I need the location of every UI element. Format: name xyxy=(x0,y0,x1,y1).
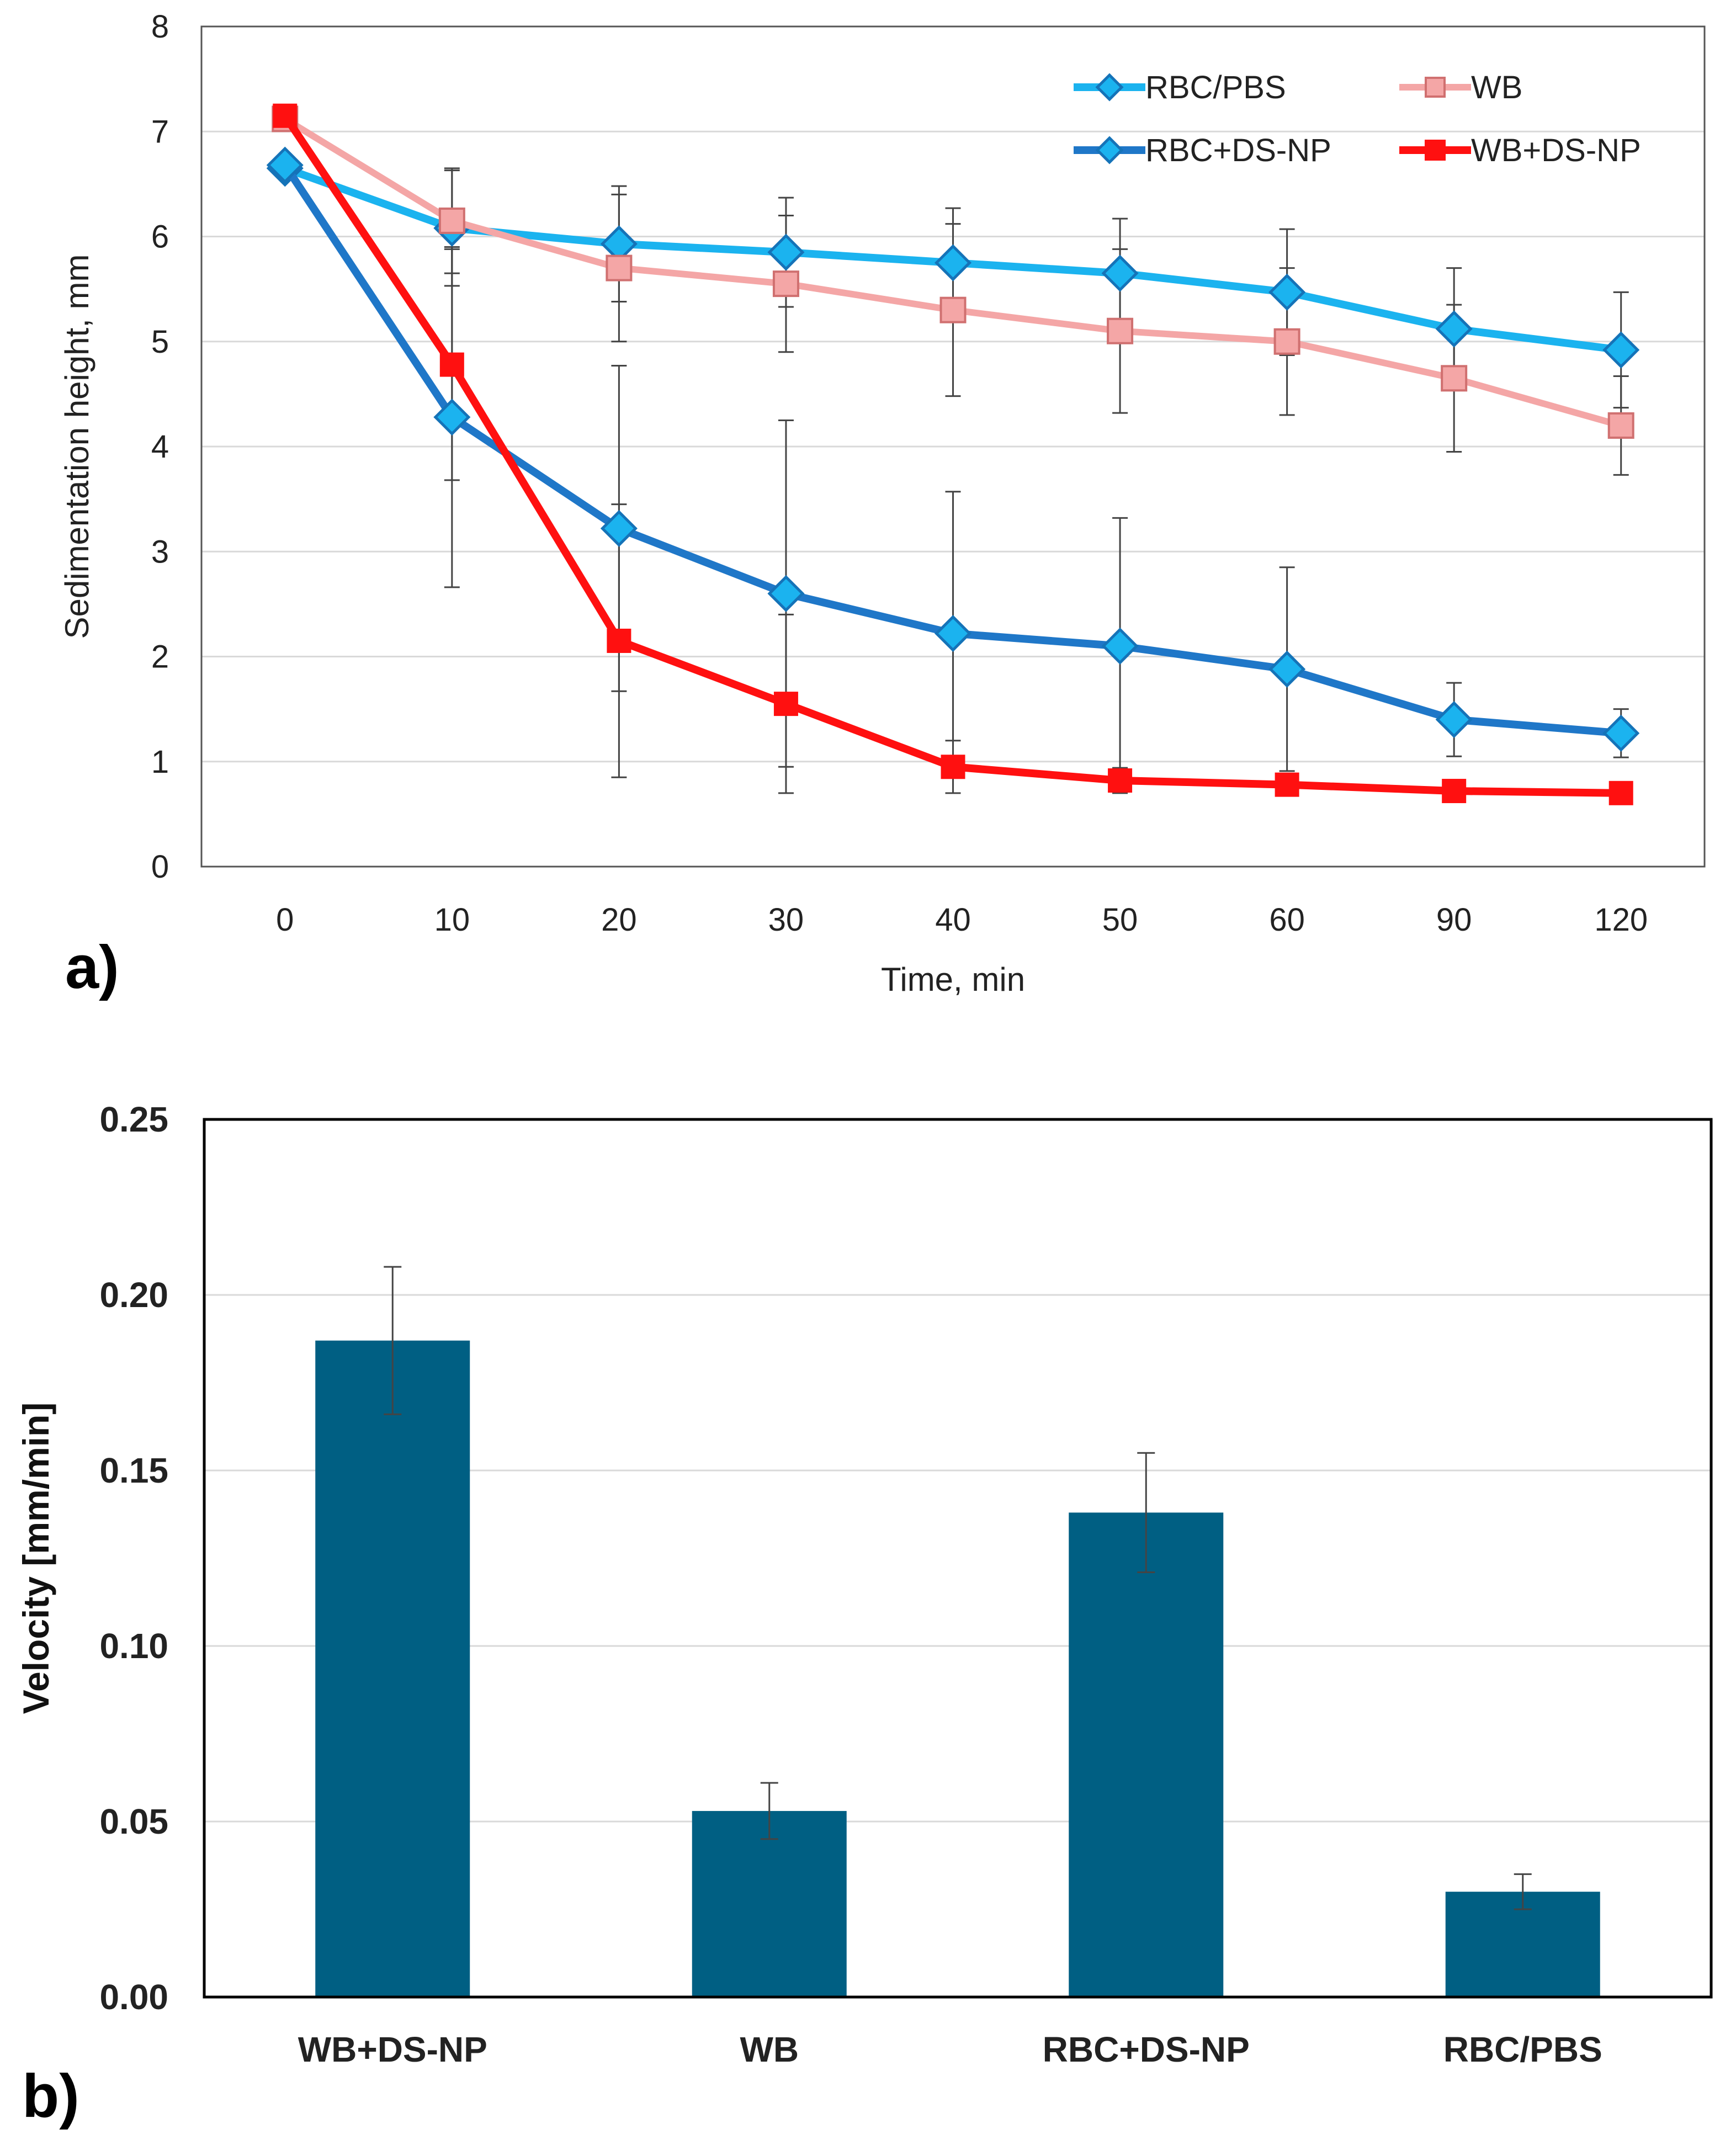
x-tick-label-a: 40 xyxy=(935,902,971,938)
bar-rbc-ds-np xyxy=(1069,1512,1224,1997)
y-tick-label-a: 6 xyxy=(151,219,169,255)
y-tick-label-a: 5 xyxy=(151,324,169,360)
y-axis-label-b: Velocity [mm/min] xyxy=(15,1403,56,1714)
legend-marker xyxy=(1095,136,1124,164)
data-point-wb xyxy=(939,296,967,323)
y-tick-label-a: 2 xyxy=(151,639,169,675)
y-tick-label-b: 0.10 xyxy=(99,1626,168,1666)
legend-marker xyxy=(1425,140,1446,161)
error-bars-b xyxy=(384,1266,1532,1910)
y-tick-label-a: 3 xyxy=(151,534,169,570)
x-ticks-b: WB+DS-NP WB RBC+DS-NP RBC/PBS xyxy=(298,2030,1602,2069)
bars-b xyxy=(315,1340,1600,1997)
x-tick-label-a: 20 xyxy=(601,902,637,938)
y-tick-label-b: 0.15 xyxy=(99,1451,168,1490)
panel-label-a: a) xyxy=(65,933,119,1001)
legend-marker xyxy=(1425,77,1446,98)
x-tick-label-b: RBC+DS-NP xyxy=(1043,2030,1250,2069)
data-point-rbc-pbs xyxy=(1602,331,1640,369)
data-point-wb-ds-np xyxy=(1442,779,1467,804)
data-point-wb xyxy=(1607,412,1634,439)
bar-wb xyxy=(692,1810,847,1997)
x-tick-label-a: 120 xyxy=(1594,902,1648,938)
x-tick-label-b: RBC/PBS xyxy=(1443,2030,1602,2069)
data-point-rbc-pbs xyxy=(1435,310,1473,348)
data-point-wb xyxy=(1441,365,1468,392)
y-tick-label-a: 1 xyxy=(151,744,169,780)
panel-b-bar-chart: 0.00 0.05 0.10 0.15 0.20 0.25 WB+DS-NP WB RBC+D… xyxy=(15,1100,1713,2130)
x-ticks-a: 0 10 20 30 40 50 60 90 120 xyxy=(276,902,1648,938)
data-point-rbc-pbs xyxy=(1268,273,1306,311)
x-tick-label-a: 50 xyxy=(1102,902,1138,938)
data-point-rbc-ds-np xyxy=(1268,650,1306,688)
x-tick-label-a: 10 xyxy=(434,902,470,938)
data-point-rbc-ds-np xyxy=(767,575,805,612)
y-tick-label-a: 7 xyxy=(151,114,169,150)
data-point-wb-ds-np xyxy=(1275,772,1299,797)
data-point-wb-ds-np xyxy=(439,352,464,377)
x-tick-label-a: 60 xyxy=(1269,902,1305,938)
x-tick-label-a: 0 xyxy=(276,902,294,938)
legend-label: RBC+DS-NP xyxy=(1145,132,1331,168)
y-axis-label-a: Sedimentation height, mm xyxy=(59,254,95,639)
y-tick-label-b: 0.25 xyxy=(99,1100,168,1139)
legend-marker xyxy=(1095,73,1124,102)
x-tick-label-b: WB+DS-NP xyxy=(298,2030,487,2069)
legend-label: WB xyxy=(1471,70,1522,105)
data-point-wb-ds-np xyxy=(1108,768,1133,793)
y-tick-label-a: 4 xyxy=(151,429,169,465)
x-tick-label-a: 30 xyxy=(768,902,804,938)
data-point-rbc-ds-np xyxy=(1435,701,1473,739)
y-tick-label-b: 0.20 xyxy=(99,1275,168,1315)
legend-label: RBC/PBS xyxy=(1145,70,1286,105)
y-tick-label-a: 0 xyxy=(151,849,169,885)
plot-frame-b xyxy=(203,1118,1713,1999)
y-ticks-b: 0.00 0.05 0.10 0.15 0.20 0.25 xyxy=(99,1100,168,2017)
data-point-rbc-ds-np xyxy=(934,615,972,652)
data-point-wb-ds-np xyxy=(273,103,298,128)
panel-label-b: b) xyxy=(22,2062,79,2130)
data-point-rbc-ds-np xyxy=(433,399,471,436)
data-point-wb xyxy=(1107,317,1134,344)
data-point-rbc-pbs xyxy=(934,244,972,282)
data-point-rbc-ds-np xyxy=(266,146,304,184)
series-a xyxy=(266,103,1640,805)
data-point-wb xyxy=(772,270,799,298)
x-tick-label-b: WB xyxy=(740,2030,799,2069)
data-point-wb xyxy=(1273,328,1300,355)
bar-wb-ds-np xyxy=(315,1340,470,1997)
data-point-rbc-pbs xyxy=(767,233,805,271)
legend-label: WB+DS-NP xyxy=(1471,132,1641,168)
y-tick-label-b: 0.00 xyxy=(99,1977,168,2017)
data-point-wb-ds-np xyxy=(941,755,965,779)
x-tick-label-a: 90 xyxy=(1436,902,1472,938)
y-ticks-a: 0 1 2 3 4 5 6 7 8 xyxy=(151,9,169,885)
data-point-wb-ds-np xyxy=(773,692,798,716)
y-tick-label-b: 0.05 xyxy=(99,1802,168,1841)
data-point-rbc-pbs xyxy=(1101,254,1139,292)
data-point-rbc-ds-np xyxy=(1101,627,1139,665)
data-point-wb xyxy=(438,207,465,234)
x-axis-label-a: Time, min xyxy=(881,961,1025,998)
data-point-wb-ds-np xyxy=(1608,780,1633,805)
y-tick-label-a: 8 xyxy=(151,9,169,45)
plot-frame-a xyxy=(200,25,1706,868)
data-point-rbc-ds-np xyxy=(600,509,638,547)
legend-a: RBC/PBS WB RBC+DS-NP WB+DS-NP xyxy=(1074,70,1641,168)
data-point-wb xyxy=(606,254,633,282)
data-point-rbc-ds-np xyxy=(1602,714,1640,752)
data-point-wb-ds-np xyxy=(607,628,631,653)
